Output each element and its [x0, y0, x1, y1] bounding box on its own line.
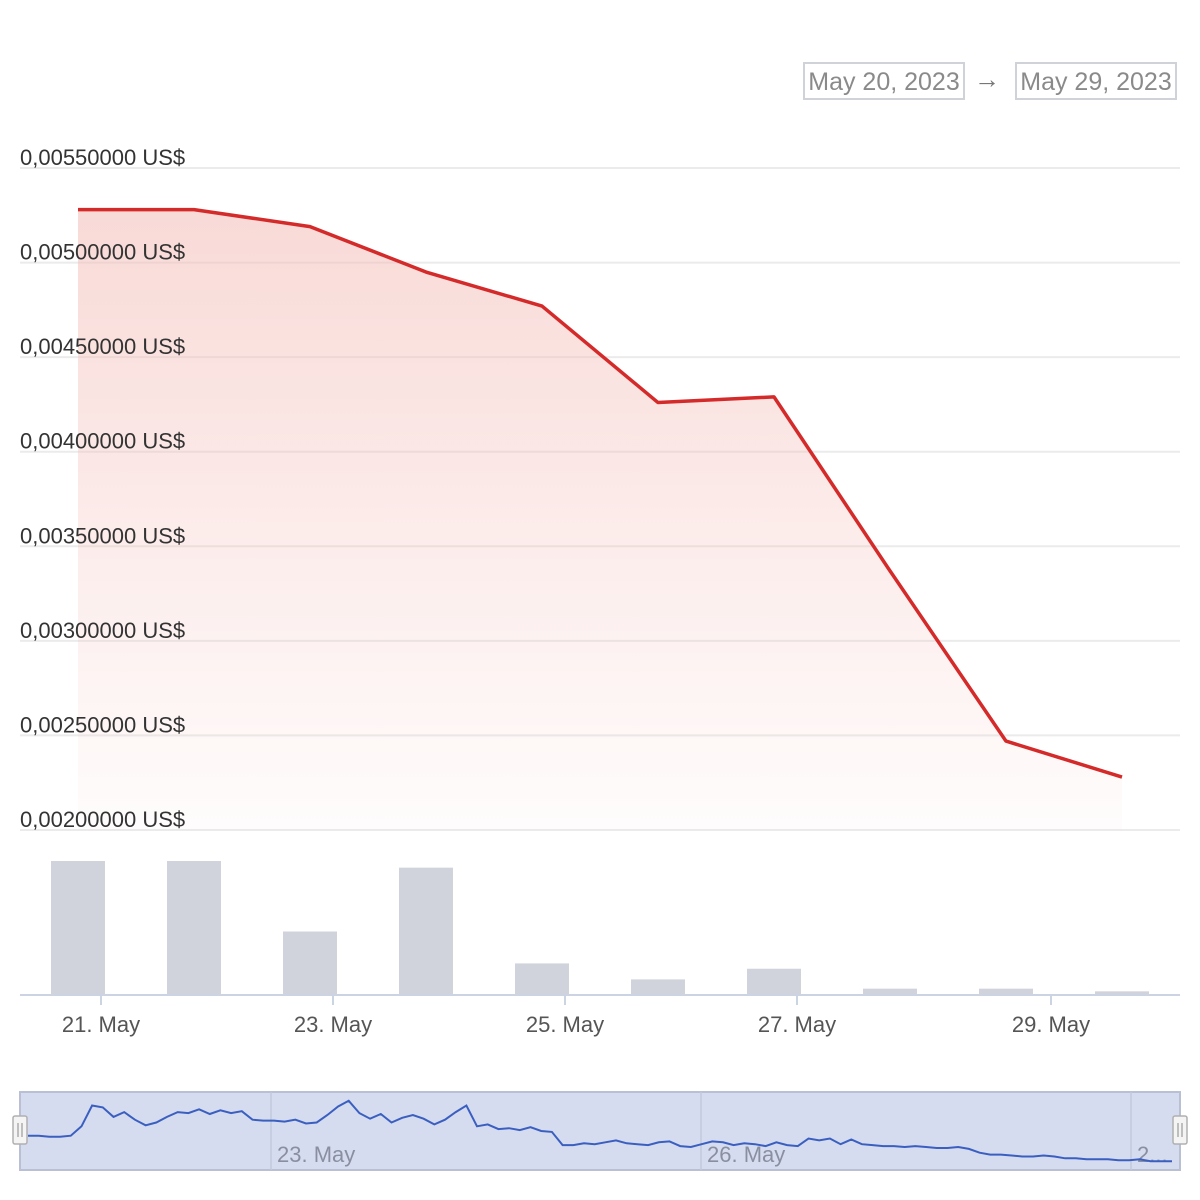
- volume-bar: [283, 931, 337, 994]
- price-axis-labels: 0,00550000 US$ 0,00500000 US$ 0,00450000 U…: [20, 145, 185, 832]
- volume-bar: [167, 861, 221, 994]
- navigator-tick-label: 26. May: [707, 1142, 785, 1167]
- navigator-line: [28, 1099, 1172, 1163]
- navigator[interactable]: 23. May 26. May 2...: [12, 1091, 1188, 1171]
- volume-bar: [747, 968, 801, 994]
- price-gridlines: [20, 167, 1180, 831]
- x-tick-label: 29. May: [1012, 1012, 1090, 1037]
- y-tick-label: 0,00250000 US$: [20, 712, 185, 737]
- y-tick-label: 0,00400000 US$: [20, 429, 185, 454]
- price-area: [78, 207, 1123, 830]
- volume-bar: [979, 988, 1033, 994]
- navigator-window: [19, 1091, 1181, 1171]
- volume-bar: [1095, 991, 1149, 994]
- x-tick-label: 21. May: [62, 1012, 140, 1037]
- navigator-tick-label: 23. May: [277, 1142, 355, 1167]
- handle-grip: [1172, 1115, 1188, 1145]
- date-range-arrow-icon: →: [974, 64, 1000, 94]
- volume-bar: [515, 963, 569, 994]
- volume-bar: [631, 979, 685, 994]
- y-tick-label: 0,00550000 US$: [20, 145, 185, 170]
- navigator-left-handle[interactable]: [12, 1115, 28, 1145]
- x-tick-label: 25. May: [526, 1012, 604, 1037]
- date-from-input[interactable]: May 20, 2023: [803, 62, 965, 100]
- price-area-fill: [78, 209, 1122, 830]
- date-to-input[interactable]: May 29, 2023: [1015, 62, 1177, 100]
- price-line: [78, 207, 1123, 779]
- y-tick-label: 0,00500000 US$: [20, 240, 185, 265]
- volume-bar: [51, 861, 105, 994]
- y-tick-label: 0,00450000 US$: [20, 334, 185, 359]
- x-tick-label: 27. May: [758, 1012, 836, 1037]
- y-tick-label: 0,00350000 US$: [20, 523, 185, 548]
- volume-bar: [399, 867, 453, 994]
- y-tick-label: 0,00200000 US$: [20, 807, 185, 832]
- navigator-tick-label: 2...: [1137, 1142, 1168, 1167]
- navigator-right-handle[interactable]: [1172, 1115, 1188, 1145]
- handle-grip: [12, 1115, 28, 1145]
- volume-bar: [863, 988, 917, 994]
- x-tick-label: 23. May: [294, 1012, 372, 1037]
- volume-bars: [51, 861, 1149, 994]
- x-axis: 21. May 23. May 25. May 27. May 29. May: [20, 994, 1180, 1037]
- y-tick-label: 0,00300000 US$: [20, 618, 185, 643]
